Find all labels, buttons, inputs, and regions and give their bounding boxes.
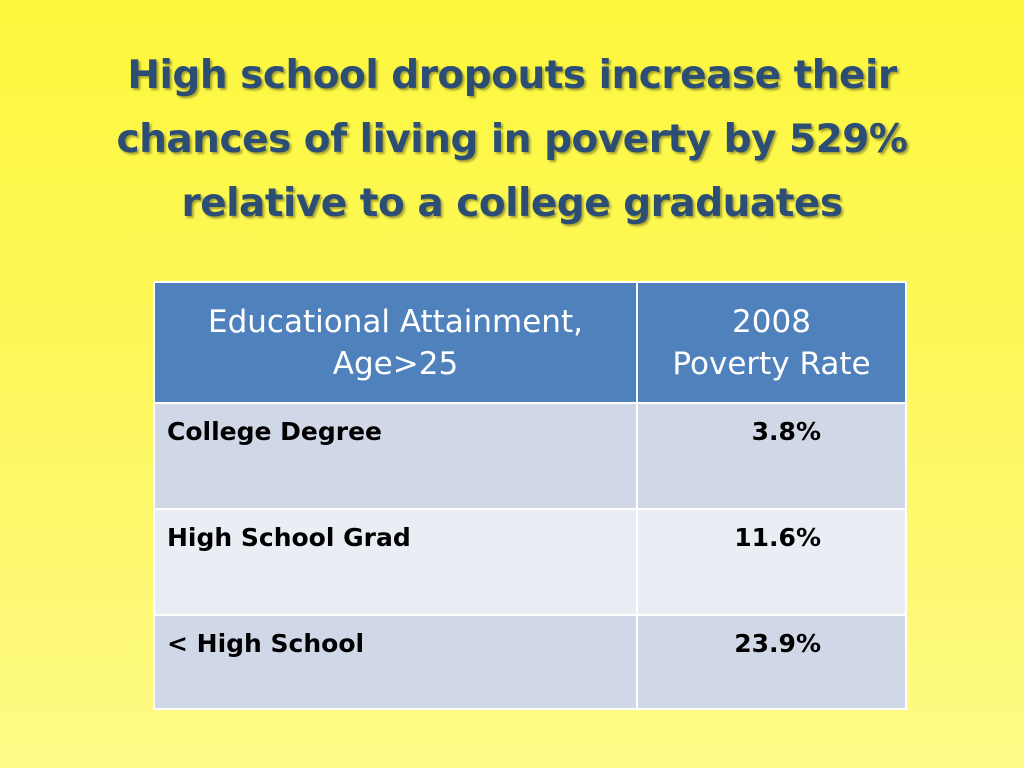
attainment-cell: < High School xyxy=(153,614,638,710)
slide-title-line-1: High school dropouts increase their xyxy=(127,53,897,98)
header-educational-attainment: Educational Attainment, Age>25 xyxy=(153,281,638,404)
attainment-cell: High School Grad xyxy=(153,508,638,616)
header-educational-attainment-line-1: Educational Attainment, xyxy=(208,303,583,340)
poverty-rate-cell: 3.8% xyxy=(636,402,907,510)
header-educational-attainment-line-2: Age>25 xyxy=(332,345,459,382)
slide-title: High school dropouts increase their chan… xyxy=(40,44,984,236)
table-header-row: Educational Attainment, Age>25 2008 Pove… xyxy=(153,281,907,404)
poverty-rate-cell: 11.6% xyxy=(636,508,907,616)
slide-title-line-3: relative to a college graduates xyxy=(181,181,843,226)
table-row: < High School 23.9% xyxy=(153,614,907,710)
table-row: College Degree 3.8% xyxy=(153,402,907,510)
slide-title-line-2: chances of living in poverty by 529% xyxy=(116,117,908,162)
header-poverty-rate-line-1: 2008 xyxy=(732,303,811,340)
header-poverty-rate-line-2: Poverty Rate xyxy=(672,345,871,382)
table-row: High School Grad 11.6% xyxy=(153,508,907,616)
attainment-cell: College Degree xyxy=(153,402,638,510)
poverty-rate-table: Educational Attainment, Age>25 2008 Pove… xyxy=(153,281,907,710)
poverty-rate-cell: 23.9% xyxy=(636,614,907,710)
header-poverty-rate: 2008 Poverty Rate xyxy=(636,281,907,404)
